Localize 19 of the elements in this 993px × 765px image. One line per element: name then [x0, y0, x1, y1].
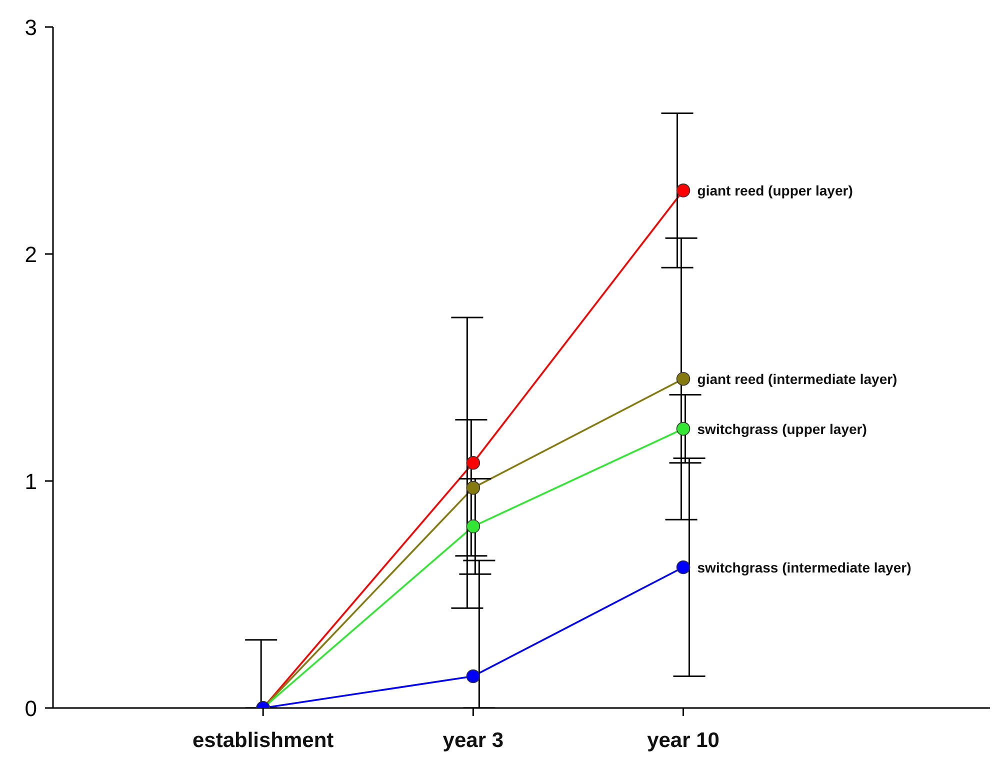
- point: [466, 520, 480, 534]
- point: [676, 372, 690, 386]
- point: [466, 669, 480, 684]
- y-tick-label: 3: [24, 14, 37, 40]
- point: [676, 422, 690, 436]
- point: [676, 560, 690, 574]
- y-tick-label: 0: [24, 696, 37, 721]
- y-tick-label: 2: [24, 242, 37, 267]
- point: [676, 184, 690, 198]
- series-label: giant reed (upper layer): [697, 182, 853, 198]
- y-tick-label: 1: [24, 468, 37, 494]
- series-label: giant reed (intermediate layer): [697, 370, 898, 387]
- series-label: switchgrass (intermediate layer): [697, 559, 912, 576]
- x-tick-label: year 3: [442, 728, 504, 752]
- point: [466, 456, 480, 470]
- x-tick-label: year 10: [647, 728, 720, 752]
- x-tick-label: establishment: [192, 728, 334, 752]
- series-label: switchgrass (upper layer): [697, 420, 867, 437]
- point: [466, 480, 480, 495]
